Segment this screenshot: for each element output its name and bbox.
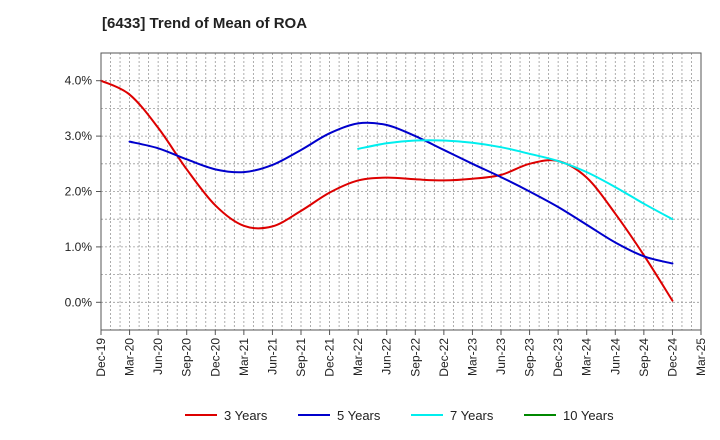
- legend-label-5-years: 5 Years: [337, 408, 381, 423]
- x-tick-label: Dec-24: [665, 338, 679, 377]
- legend: 3 Years 5 Years 7 Years 10 Years: [185, 408, 614, 423]
- x-tick-label: Mar-20: [123, 338, 137, 376]
- series-line-7-years: [357, 139, 674, 221]
- legend-label-7-years: 7 Years: [450, 408, 494, 423]
- y-tick-label: 0.0%: [65, 295, 93, 309]
- x-tick-label: Mar-25: [694, 338, 708, 376]
- plot-border: [100, 52, 702, 331]
- x-tick-label: Sep-21: [294, 338, 308, 377]
- x-tick-label: Mar-21: [237, 338, 251, 376]
- y-axis: 0.0% 1.0% 2.0% 3.0% 4.0%: [65, 74, 101, 309]
- x-tick-label: Mar-23: [465, 338, 479, 376]
- y-tick-label: 4.0%: [65, 74, 93, 88]
- legend-label-3-years: 3 Years: [224, 408, 268, 423]
- series-line-3-years: [100, 79, 674, 302]
- x-tick-label: Jun-21: [265, 338, 279, 375]
- x-tick-label: Dec-19: [94, 338, 108, 377]
- x-tick-label: Dec-20: [208, 338, 222, 377]
- x-tick-label: Sep-20: [180, 338, 194, 377]
- series-line-5-years: [128, 121, 674, 265]
- chart-title: [6433] Trend of Mean of ROA: [102, 15, 307, 32]
- x-tick-label: Mar-24: [580, 338, 594, 376]
- y-tick-label: 1.0%: [65, 240, 93, 254]
- x-tick-label: Sep-23: [523, 338, 537, 377]
- legend-label-10-years: 10 Years: [563, 408, 614, 423]
- x-tick-label: Sep-24: [637, 338, 651, 377]
- grid: [101, 53, 701, 330]
- x-tick-label: Jun-23: [494, 338, 508, 375]
- x-tick-label: Jun-20: [151, 338, 165, 375]
- x-tick-label: Jun-22: [380, 338, 394, 375]
- y-tick-label: 2.0%: [65, 185, 93, 199]
- x-tick-label: Mar-22: [351, 338, 365, 376]
- y-tick-label: 3.0%: [65, 129, 93, 143]
- x-tick-label: Dec-22: [437, 338, 451, 377]
- series-group: [100, 79, 674, 302]
- x-axis: Dec-19 Mar-20 Jun-20 Sep-20 Dec-20 Mar-21 Jun-…: [94, 330, 708, 377]
- x-tick-label: Dec-21: [323, 338, 337, 377]
- x-tick-label: Sep-22: [408, 338, 422, 377]
- x-tick-label: Dec-23: [551, 338, 565, 377]
- x-tick-label: Jun-24: [608, 338, 622, 375]
